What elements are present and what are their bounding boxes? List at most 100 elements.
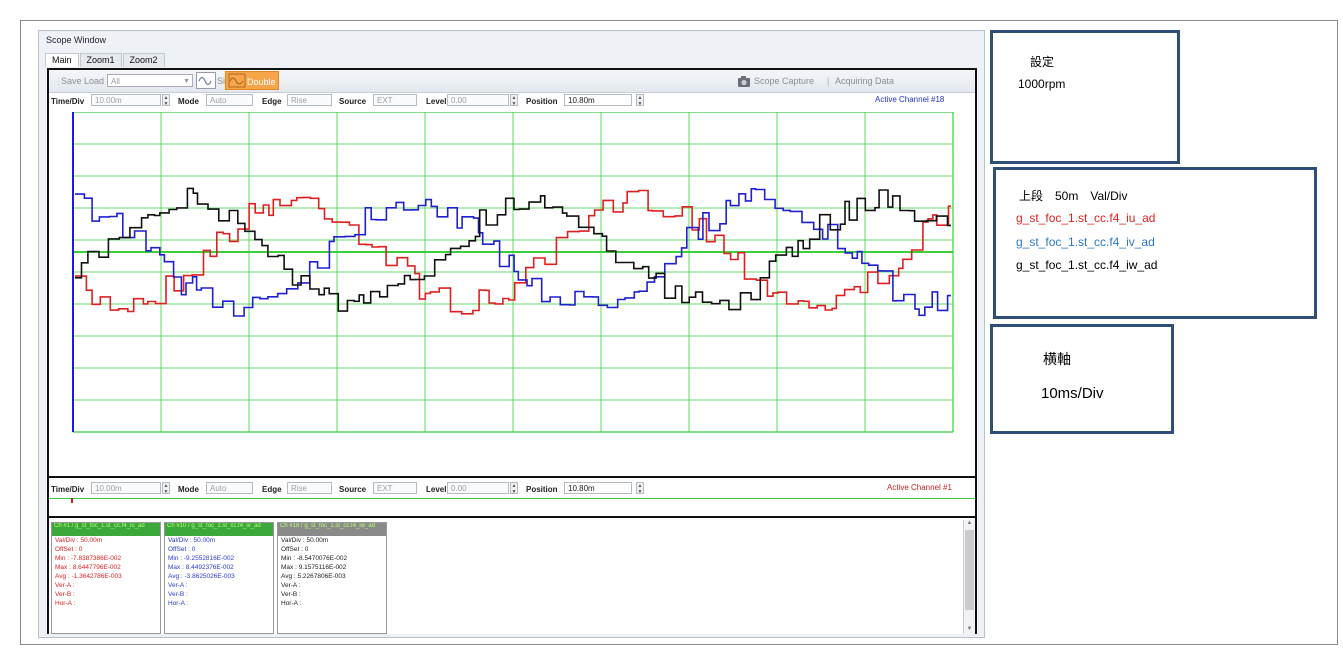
channel-panel-iu[interactable]: Ch #1 / g_st_foc_1.st_cc.f4_iu_ad Val/Di… — [51, 522, 161, 634]
source-select-2[interactable]: EXT — [373, 482, 417, 494]
camera-icon — [738, 76, 750, 87]
time-div-input[interactable]: 10.00m — [91, 94, 161, 106]
time-div-label-2: Time/Div — [51, 485, 85, 494]
level-label-2: Level — [426, 485, 447, 494]
ver-b: Ver-B : — [168, 591, 188, 598]
sine-wave-icon — [198, 76, 212, 86]
channel-panel-iv[interactable]: Ch #10 / g_st_foc_1.st_cc.f4_iv_ad Val/D… — [164, 522, 274, 634]
channel-header: Ch #10 / g_st_foc_1.st_cc.f4_iv_ad — [165, 523, 273, 536]
tab-main[interactable]: Main — [45, 53, 79, 67]
position-spinner[interactable]: ▲ ▼ — [636, 94, 644, 107]
ver-b: Ver-B : — [55, 591, 75, 598]
save-button[interactable]: Save — [61, 76, 82, 86]
time-div-spinner-2[interactable]: ▲ ▼ — [162, 482, 170, 495]
edge-label-2: Edge — [262, 485, 282, 494]
toolbar-separator: | — [827, 76, 830, 86]
double-button[interactable]: Double — [225, 71, 279, 90]
horizontal-axis-title: 横軸 — [1043, 351, 1071, 367]
active-channel-label-2: Active Channel #1 — [887, 483, 952, 492]
channel-info-area: Ch #1 / g_st_foc_1.st_cc.f4_iu_ad Val/Di… — [49, 520, 975, 634]
level-spinner-2[interactable]: ▲ ▼ — [510, 482, 518, 495]
min-value: Min : -9.2552816E-002 — [168, 555, 235, 562]
position-input[interactable]: 10.80m — [564, 94, 632, 106]
tab-zoom1[interactable]: Zoom1 — [79, 53, 122, 67]
mode-label-2: Mode — [178, 485, 199, 494]
hor-a: Hor-A : — [281, 600, 302, 607]
signal-iv-label: g_st_foc_1.st_cc.f4_iv_ad — [1016, 235, 1155, 249]
upper-scale-title: 上段 50m Val/Div — [1019, 189, 1128, 203]
level-input-2[interactable]: 0.00 — [447, 482, 509, 494]
trigger-controls-bottom: Time/Div 10.00m ▲ ▼ Mode Auto Edge Rise S… — [49, 480, 975, 498]
offset: OffSet : 0 — [168, 546, 196, 553]
min-value: Min : -8.5470076E-002 — [281, 555, 348, 562]
waveform-iu — [75, 189, 951, 315]
mode-select-2[interactable]: Auto — [206, 482, 253, 494]
edge-select-2[interactable]: Rise — [287, 482, 332, 494]
offset: OffSet : 0 — [281, 546, 309, 553]
main-panel: ⋮ Save Load All ▼ Single Double — [47, 68, 977, 634]
position-input-2[interactable]: 10.80m — [564, 482, 632, 494]
signal-iu-label: g_st_foc_1.st_cc.f4_iu_ad — [1016, 211, 1156, 225]
val-div: Val/Div : 50.00m — [281, 537, 329, 544]
mode-label: Mode — [178, 97, 199, 106]
scope-capture-button[interactable]: Scope Capture — [754, 76, 815, 86]
horizontal-axis-note: 横軸 10ms/Div — [990, 324, 1174, 434]
level-spinner[interactable]: ▲ ▼ — [510, 94, 518, 107]
time-div-input-2[interactable]: 10.00m — [91, 482, 161, 494]
single-button[interactable] — [196, 72, 216, 89]
val-div: Val/Div : 50.00m — [55, 537, 103, 544]
tab-bar: Main Zoom1 Zoom2 — [45, 53, 166, 67]
max-value: Max : 9.1575116E-002 — [281, 564, 347, 571]
source-label: Source — [339, 97, 367, 106]
max-value: Max : 8.4492376E-002 — [168, 564, 234, 571]
waveform-iw — [75, 187, 951, 312]
scope-window: Scope Window Main Zoom1 Zoom2 ⋮ Save Loa… — [38, 30, 985, 638]
info-scrollbar[interactable]: ▲ ▼ — [963, 520, 975, 634]
level-label: Level — [426, 97, 447, 106]
info-separator — [49, 516, 975, 518]
settings-note: 設定 1000rpm — [990, 30, 1180, 164]
signal-iw-label: g_st_foc_1.st_cc.f4_iw_ad — [1016, 258, 1158, 272]
min-value: Min : -7.8387386E-002 — [55, 555, 122, 562]
acquiring-status: Acquiring Data — [835, 76, 895, 86]
settings-title: 設定 — [1030, 55, 1055, 69]
edge-select[interactable]: Rise — [287, 94, 332, 106]
edge-label: Edge — [262, 97, 282, 106]
time-div-spinner[interactable]: ▲ ▼ — [162, 94, 170, 107]
mode-select[interactable]: Auto — [206, 94, 253, 106]
double-label: Double — [247, 77, 276, 87]
chevron-down-icon: ▼ — [183, 78, 190, 85]
scroll-up-icon[interactable]: ▲ — [966, 520, 973, 526]
waveform-plot — [72, 112, 954, 433]
load-select-value: All — [111, 77, 120, 86]
double-wave-icon — [228, 73, 246, 88]
position-label: Position — [526, 97, 558, 106]
position-label-2: Position — [526, 485, 558, 494]
level-input[interactable]: 0.00 — [447, 94, 509, 106]
trigger-controls-top: Time/Div 10.00m ▲ ▼ Mode Auto Edge Rise S… — [49, 92, 975, 110]
ver-a: Ver-A : — [55, 582, 75, 589]
load-button[interactable]: Load — [84, 76, 105, 86]
time-div-label: Time/Div — [51, 97, 85, 106]
tab-zoom2[interactable]: Zoom2 — [122, 53, 165, 67]
ver-b: Ver-B : — [281, 591, 301, 598]
window-title: Scope Window — [46, 35, 107, 45]
source-select[interactable]: EXT — [373, 94, 417, 106]
offset: OffSet : 0 — [55, 546, 83, 553]
max-value: Max : 8.6447796E-002 — [55, 564, 121, 571]
signals-note: 上段 50m Val/Div g_st_foc_1.st_cc.f4_iu_ad… — [993, 167, 1317, 319]
scroll-down-icon[interactable]: ▼ — [966, 626, 973, 632]
val-div: Val/Div : 50.00m — [168, 537, 216, 544]
position-spinner-2[interactable]: ▲ ▼ — [636, 482, 644, 495]
avg-value: Avg : 5.2267806E-003 — [281, 573, 346, 580]
ver-a: Ver-A : — [168, 582, 188, 589]
scroll-thumb[interactable] — [965, 530, 974, 610]
channel-header: Ch #18 / g_st_foc_1.st_cc.f4_iw_ad — [278, 523, 386, 536]
hor-a: Hor-A : — [168, 600, 189, 607]
figure-border — [20, 20, 1338, 645]
load-select[interactable]: All ▼ — [107, 74, 193, 87]
channel-panel-iw[interactable]: Ch #18 / g_st_foc_1.st_cc.f4_iw_ad Val/D… — [277, 522, 387, 634]
plot-separator — [49, 476, 975, 478]
channel-header: Ch #1 / g_st_foc_1.st_cc.f4_iu_ad — [52, 523, 160, 536]
source-label-2: Source — [339, 485, 367, 494]
